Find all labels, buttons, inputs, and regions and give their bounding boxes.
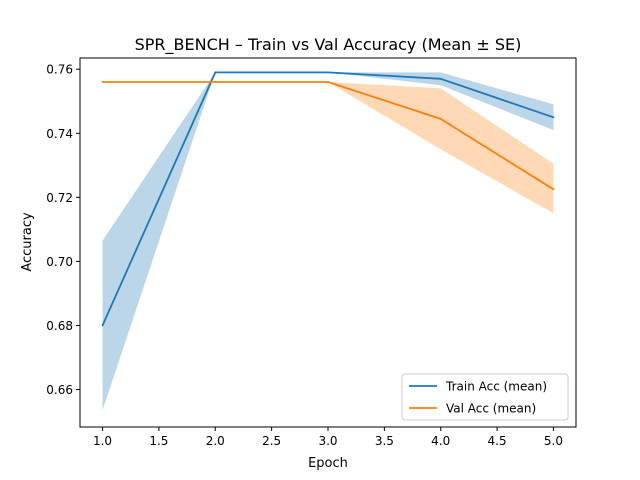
y-tick-label: 0.72 [46, 191, 73, 205]
series-0-point [439, 77, 442, 80]
x-tick-label: 3.5 [375, 434, 394, 448]
y-tick-label: 0.68 [46, 319, 73, 333]
series-1-point [214, 81, 217, 83]
x-tick-label: 1.5 [149, 434, 168, 448]
series-0-error-band [102, 72, 554, 411]
x-tick-label: 2.5 [262, 434, 281, 448]
error-bands [102, 72, 554, 411]
series-lines [101, 71, 555, 327]
series-1-point [327, 81, 329, 83]
legend-label-1: Val Acc (mean) [446, 402, 536, 416]
series-1-error-band [102, 82, 554, 214]
chart-legend: Train Acc (mean) Val Acc (mean) [401, 373, 569, 421]
legend-label-0: Train Acc (mean) [445, 380, 547, 394]
x-tick-label: 3.0 [318, 434, 337, 448]
y-tick-label: 0.74 [46, 127, 73, 141]
series-1-point [439, 118, 442, 120]
y-axis-ticks: 0.66 0.68 0.70 0.72 0.74 0.76 [46, 63, 80, 397]
y-tick-label: 0.66 [46, 383, 73, 397]
y-tick-label: 0.76 [46, 63, 73, 77]
x-tick-label: 2.0 [206, 434, 225, 448]
x-tick-label: 5.0 [544, 434, 563, 448]
x-axis-ticks: 1.0 1.5 2.0 2.5 3.0 3.5 4.0 4.5 5.0 [93, 427, 563, 448]
x-tick-label: 4.0 [431, 434, 450, 448]
series-0-point [214, 71, 217, 74]
series-0-point [101, 324, 104, 327]
x-axis-label: Epoch [308, 456, 348, 471]
series-0-point [327, 71, 329, 74]
legend-box [401, 373, 569, 421]
series-0-point [552, 116, 555, 119]
x-tick-label: 4.5 [488, 434, 507, 448]
series-1-point [552, 188, 555, 191]
y-tick-label: 0.70 [46, 255, 73, 269]
y-axis-label: Accuracy [20, 212, 35, 272]
x-tick-label: 1.0 [93, 434, 112, 448]
series-1-point [101, 81, 104, 83]
chart-title: SPR_BENCH – Train vs Val Accuracy (Mean … [135, 35, 522, 55]
